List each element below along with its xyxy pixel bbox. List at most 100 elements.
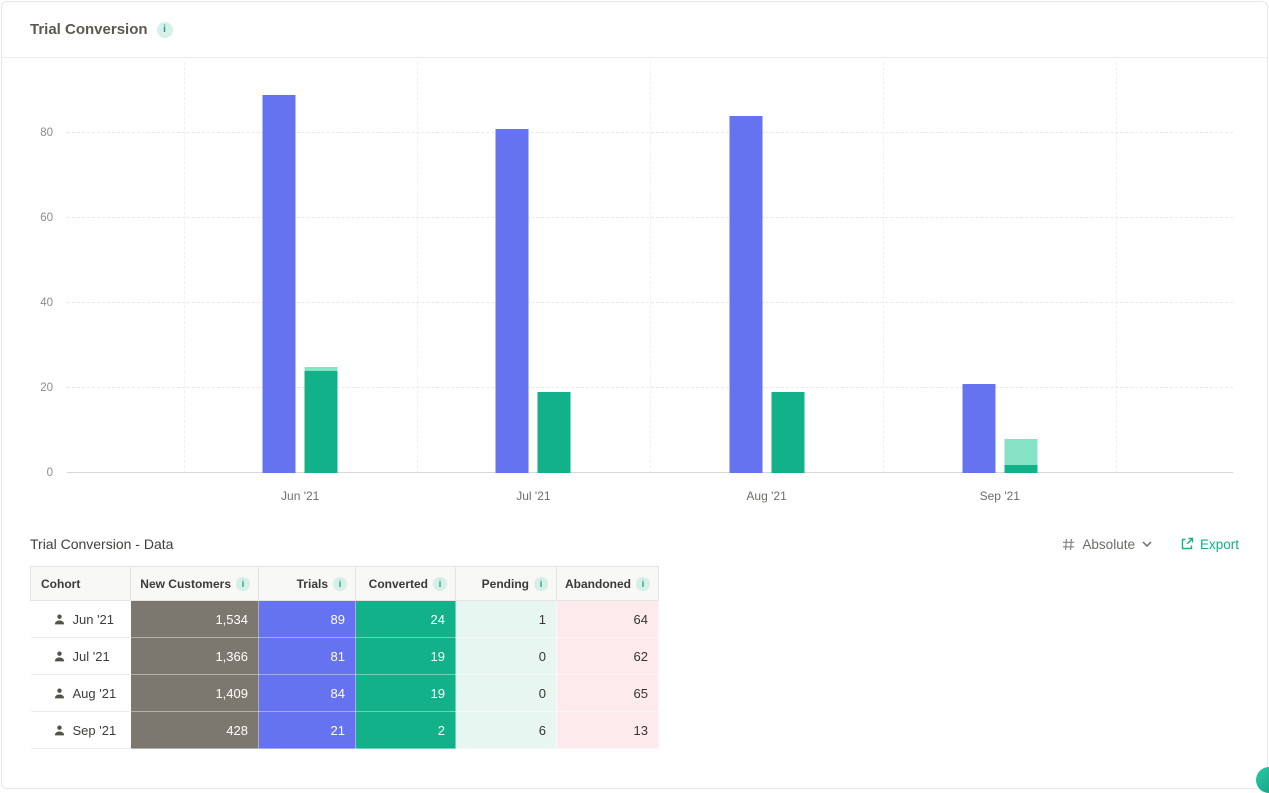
gridline <box>67 387 1233 388</box>
data-controls: Absolute Export <box>1062 537 1239 552</box>
converted-bar-segment[interactable] <box>304 371 338 473</box>
card-title: Trial Conversion <box>30 21 148 38</box>
info-icon[interactable]: i <box>333 576 347 591</box>
trials-bar[interactable] <box>495 128 529 473</box>
chevron-down-icon <box>1142 541 1152 547</box>
trials-bar[interactable] <box>729 116 763 473</box>
vertical-gridline <box>183 62 185 473</box>
gridline <box>67 132 1233 133</box>
abandoned-cell: 64 <box>556 600 659 638</box>
table-body: Jun '21 1,534 89 24 1 64 Jul '21 1,366 81 19 0 62 Au… <box>30 600 659 749</box>
info-icon[interactable]: i <box>636 576 650 591</box>
table-row: Sep '21 428 21 2 6 13 <box>30 711 659 749</box>
cohort-table: Cohort New Customers i Trials i Converted i Pen… <box>30 566 659 749</box>
converted-pending-bar[interactable] <box>771 392 805 473</box>
converted-pending-bar[interactable] <box>1004 439 1038 473</box>
column-header-converted: Converted i <box>355 566 456 601</box>
converted-pending-bar[interactable] <box>304 366 338 473</box>
data-section-title: Trial Conversion - Data <box>30 536 174 552</box>
column-header-pending: Pending i <box>455 566 557 601</box>
vertical-gridline <box>1116 62 1118 473</box>
cohort-cell: Jul '21 <box>30 637 131 675</box>
cohort-cell: Aug '21 <box>30 674 131 712</box>
trials-cell: 84 <box>258 674 356 712</box>
y-axis-tick-label: 40 <box>40 297 53 309</box>
pending-cell: 6 <box>455 711 557 749</box>
value-mode-label: Absolute <box>1082 536 1135 552</box>
cohort-cell: Sep '21 <box>30 711 131 749</box>
table-row: Jul '21 1,366 81 19 0 62 <box>30 637 659 675</box>
vertical-gridline <box>883 62 885 473</box>
converted-cell: 2 <box>355 711 456 749</box>
chat-widget[interactable] <box>1256 767 1269 793</box>
table-row: Aug '21 1,409 84 19 0 65 <box>30 674 659 712</box>
info-icon[interactable]: i <box>534 576 548 591</box>
y-axis-tick-label: 20 <box>40 382 53 394</box>
new-customers-cell: 1,366 <box>130 637 259 675</box>
new-customers-cell: 1,534 <box>130 600 259 638</box>
bar-group <box>262 94 338 473</box>
table-header-row: Cohort New Customers i Trials i Converted i Pen… <box>30 566 659 601</box>
pending-bar-segment[interactable] <box>1004 439 1038 465</box>
cohort-label: Sep '21 <box>72 722 117 738</box>
abandoned-cell: 13 <box>556 711 659 749</box>
x-axis-label: Sep '21 <box>979 489 1020 503</box>
cohort-label: Jun '21 <box>72 611 115 627</box>
vertical-gridline <box>650 62 651 473</box>
column-label: Trials <box>296 576 328 591</box>
column-header-cohort: Cohort <box>30 566 131 601</box>
data-section-header: Trial Conversion - Data Absolute Export <box>2 516 1267 566</box>
trials-bar[interactable] <box>262 94 296 473</box>
column-label: Cohort <box>41 576 81 591</box>
y-axis-tick-label: 0 <box>46 467 53 479</box>
new-customers-cell: 428 <box>130 711 259 749</box>
trials-cell: 81 <box>258 637 356 675</box>
pending-cell: 0 <box>455 637 557 675</box>
y-axis-tick-label: 80 <box>40 127 53 139</box>
x-axis-label: Aug '21 <box>746 489 787 503</box>
cohort-label: Aug '21 <box>72 685 117 701</box>
cohort-cell: Jun '21 <box>30 600 131 638</box>
converted-bar-segment[interactable] <box>771 392 805 473</box>
y-axis-tick-label: 60 <box>40 212 53 224</box>
converted-cell: 19 <box>355 637 456 675</box>
value-mode-select[interactable]: Absolute <box>1062 537 1152 552</box>
converted-cell: 24 <box>355 600 456 638</box>
converted-cell: 19 <box>355 674 456 712</box>
column-header-abandoned: Abandoned i <box>556 566 659 601</box>
column-label: New Customers <box>140 576 231 591</box>
pending-bar-segment[interactable] <box>304 366 338 371</box>
info-icon[interactable]: i <box>156 21 173 38</box>
trials-bar[interactable] <box>962 383 996 473</box>
converted-pending-bar[interactable] <box>537 392 571 473</box>
x-axis-label: Jul '21 <box>516 489 551 503</box>
abandoned-cell: 65 <box>556 674 659 712</box>
converted-bar-segment[interactable] <box>537 392 571 473</box>
gridline <box>67 472 1233 473</box>
bar-group <box>495 128 571 473</box>
table-head: Cohort New Customers i Trials i Converted i Pen… <box>30 566 659 601</box>
new-customers-cell: 1,409 <box>130 674 259 712</box>
vertical-gridline <box>416 62 418 473</box>
export-button[interactable]: Export <box>1180 537 1239 552</box>
pending-cell: 0 <box>455 674 557 712</box>
trial-conversion-chart: 0 20 40 60 80 Jun '21 Jul '21 Aug '21 Sep '21 <box>2 58 1267 516</box>
converted-bar-segment[interactable] <box>1004 464 1038 473</box>
person-icon <box>53 650 66 663</box>
info-icon[interactable]: i <box>433 576 447 591</box>
person-icon <box>53 613 66 626</box>
column-header-trials: Trials i <box>258 566 356 601</box>
gridline <box>67 217 1233 218</box>
bar-group <box>962 383 1038 473</box>
gridline <box>67 302 1233 303</box>
info-icon[interactable]: i <box>236 576 250 591</box>
export-icon <box>1180 537 1194 551</box>
hash-icon <box>1062 538 1075 551</box>
person-icon <box>53 724 66 737</box>
trials-cell: 21 <box>258 711 356 749</box>
column-label: Pending <box>481 576 529 591</box>
abandoned-cell: 62 <box>556 637 659 675</box>
export-label: Export <box>1199 536 1239 552</box>
column-label: Abandoned <box>565 576 631 591</box>
